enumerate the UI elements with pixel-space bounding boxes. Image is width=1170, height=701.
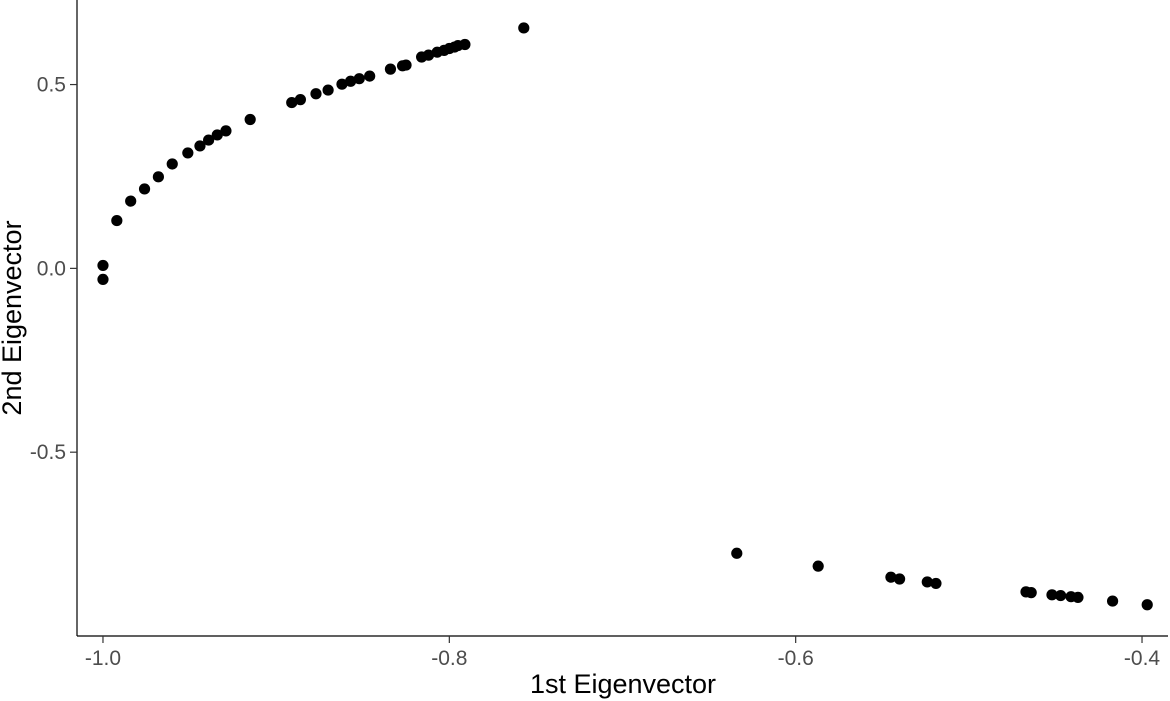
data-point (152, 171, 164, 183)
data-point (211, 129, 223, 141)
data-point (1055, 589, 1067, 602)
data-point (1046, 589, 1058, 601)
data-point (1106, 595, 1119, 607)
y-tick-label: -0.5 (30, 441, 66, 464)
data-point (244, 113, 256, 126)
y-axis-ticks: -0.5 0.0 0.5 (30, 74, 77, 464)
data-point (518, 22, 530, 34)
data-point (731, 547, 743, 559)
data-point (893, 573, 906, 585)
data-point (125, 195, 137, 207)
x-tick-label: -0.6 (778, 647, 814, 670)
data-point (322, 84, 334, 96)
plot-area (97, 22, 1153, 611)
data-point (422, 49, 435, 61)
data-point (310, 88, 322, 100)
x-axis-title: 1st Eigenvector (530, 669, 716, 699)
y-axis-title: 2nd Eigenvector (0, 220, 27, 415)
data-point (194, 140, 206, 152)
data-point (353, 73, 365, 85)
data-point (459, 38, 471, 51)
data-point (400, 59, 412, 71)
y-tick-label: 0.0 (37, 257, 66, 280)
data-point (203, 134, 215, 146)
data-point (930, 577, 942, 590)
x-tick-label: -0.4 (1124, 647, 1161, 670)
x-axis-ticks: -1.0 -0.8 -0.6 -0.4 (85, 636, 1161, 670)
y-tick-label: 0.5 (37, 74, 66, 97)
data-point (1025, 587, 1037, 599)
data-point (885, 571, 897, 583)
data-point (111, 214, 123, 227)
x-tick-label: -1.0 (85, 647, 121, 670)
data-point (336, 78, 348, 90)
data-point (294, 94, 306, 106)
data-point (812, 560, 824, 572)
data-point (220, 125, 232, 137)
data-point (97, 273, 109, 285)
x-tick-label: -0.8 (431, 647, 467, 670)
data-point (1072, 591, 1084, 603)
data-point (286, 96, 298, 109)
data-point (364, 70, 376, 82)
data-point (138, 183, 151, 195)
data-point (1141, 599, 1153, 611)
data-point (384, 63, 397, 75)
data-point (97, 259, 109, 272)
data-point (182, 147, 194, 159)
data-point (345, 75, 357, 87)
data-point (166, 158, 178, 170)
data-point (921, 576, 933, 588)
